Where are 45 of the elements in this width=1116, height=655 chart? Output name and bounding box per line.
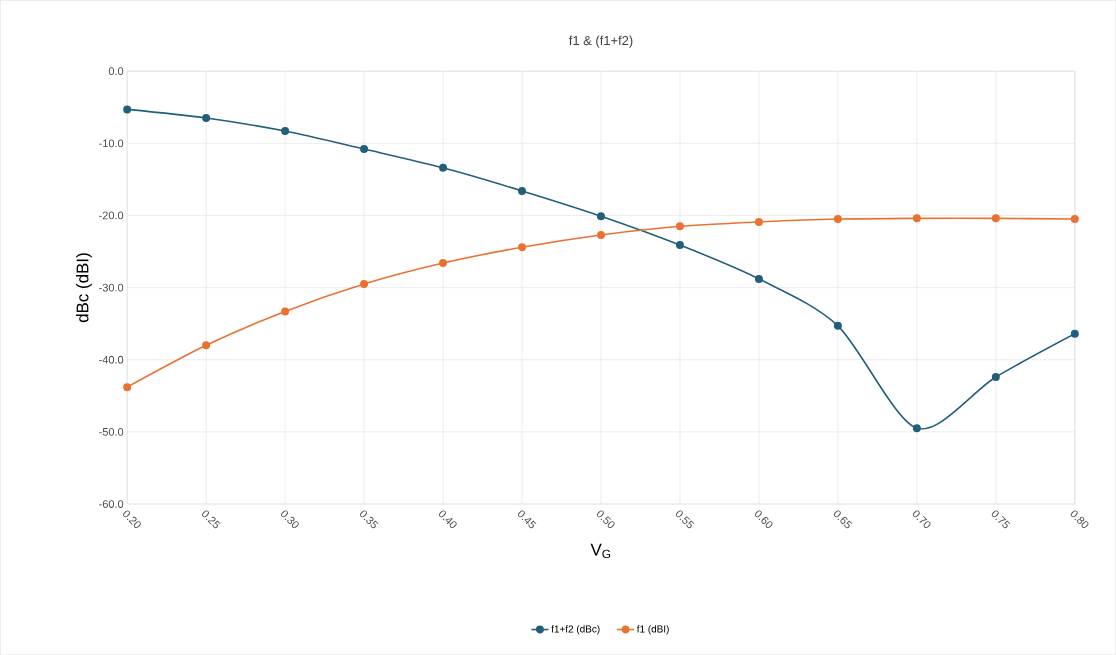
point <box>518 243 526 252</box>
point <box>518 186 526 195</box>
y-tick-label: -60.0 <box>99 500 124 508</box>
chart-title: f1 & (f1+f2) <box>568 35 633 48</box>
point <box>597 212 605 221</box>
point <box>202 341 211 350</box>
point <box>281 126 290 135</box>
y-tick-label: 0.0 <box>108 67 124 75</box>
point <box>1070 329 1079 338</box>
point <box>833 321 842 330</box>
point <box>597 230 605 239</box>
point <box>360 279 369 288</box>
point <box>991 214 1000 223</box>
point <box>675 240 684 249</box>
y-axis-title: dBc (dBI) <box>76 253 92 323</box>
point <box>1070 214 1079 223</box>
point <box>991 372 1000 381</box>
x-tick-label: 0.20 <box>123 510 141 529</box>
point <box>754 217 763 226</box>
point <box>912 214 921 223</box>
legend-label: f1+f2 (dBc) <box>551 625 600 635</box>
y-tick-label: -30.0 <box>99 283 124 292</box>
x-tick-label: 0.60 <box>754 510 773 529</box>
x-tick-label: 0.50 <box>596 510 615 529</box>
point <box>754 274 763 283</box>
point <box>360 145 369 153</box>
y-tick-label: -10.0 <box>99 139 124 148</box>
x-tick-label: 0.30 <box>281 510 299 529</box>
point <box>123 383 132 392</box>
point <box>281 307 290 316</box>
y-tick-label: -40.0 <box>99 355 124 364</box>
y-tick-label: -50.0 <box>99 427 124 436</box>
point <box>675 222 684 231</box>
point <box>912 424 921 433</box>
point <box>439 163 448 172</box>
point <box>123 105 132 114</box>
point <box>833 214 842 223</box>
point <box>439 259 448 267</box>
point <box>202 114 211 122</box>
x-tick-label: 0.80 <box>1070 510 1089 529</box>
x-axis-title: V$_{G}$ <box>590 543 611 559</box>
x-tick-label: 0.40 <box>438 510 457 529</box>
x-tick-label: 0.70 <box>912 510 931 529</box>
legend-label: f1 (dBI) <box>636 625 669 635</box>
y-tick-label: -20.0 <box>99 211 124 220</box>
